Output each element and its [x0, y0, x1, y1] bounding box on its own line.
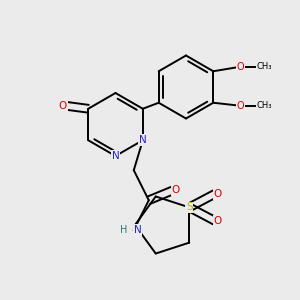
Text: CH₃: CH₃ — [256, 62, 272, 71]
Text: O: O — [236, 62, 244, 72]
Text: O: O — [172, 185, 180, 195]
Text: H: H — [120, 225, 127, 235]
Text: N: N — [112, 151, 119, 161]
Text: N: N — [139, 135, 147, 145]
Text: O: O — [58, 101, 67, 111]
Text: O: O — [236, 101, 244, 111]
Text: S: S — [186, 202, 193, 212]
Text: CH₃: CH₃ — [256, 101, 272, 110]
Text: N: N — [134, 225, 141, 235]
Text: O: O — [214, 189, 222, 199]
Text: O: O — [214, 216, 222, 226]
